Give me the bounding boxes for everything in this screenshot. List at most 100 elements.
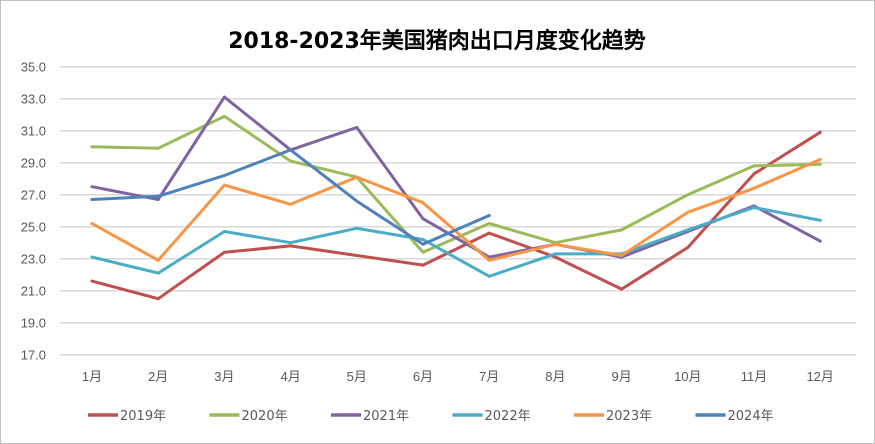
data-point bbox=[355, 226, 359, 230]
data-point bbox=[289, 159, 293, 163]
data-point bbox=[620, 228, 624, 232]
y-tick-label: 27.0 bbox=[21, 188, 46, 203]
x-tick-label: 3月 bbox=[214, 369, 234, 384]
data-point bbox=[90, 145, 94, 149]
x-tick-label: 10月 bbox=[674, 369, 701, 384]
data-point bbox=[818, 130, 822, 134]
data-point bbox=[620, 254, 624, 257]
x-tick-label: 4月 bbox=[280, 369, 300, 384]
data-point bbox=[686, 246, 690, 249]
data-point bbox=[289, 148, 293, 152]
data-point bbox=[222, 250, 226, 254]
data-point bbox=[222, 114, 226, 118]
legend: 2019年 2020年 2021年 2022年 2023年 2024年 bbox=[88, 409, 774, 424]
data-point bbox=[156, 271, 160, 275]
data-point bbox=[553, 242, 557, 246]
data-point bbox=[355, 254, 359, 257]
data-point bbox=[421, 238, 425, 241]
data-point bbox=[487, 231, 491, 235]
data-point bbox=[487, 258, 491, 262]
data-point bbox=[686, 193, 690, 197]
y-tick-label: 17.0 bbox=[21, 348, 46, 363]
data-point bbox=[818, 158, 822, 161]
data-point bbox=[156, 194, 160, 198]
data-point bbox=[421, 242, 425, 246]
legend-item: 2022年 bbox=[452, 409, 531, 424]
data-point bbox=[222, 183, 226, 187]
legend-label: 2022年 bbox=[485, 409, 531, 424]
data-point bbox=[553, 252, 557, 256]
legend-label: 2023年 bbox=[606, 409, 652, 424]
y-tick-label: 19.0 bbox=[21, 316, 46, 331]
y-tick-label: 35.0 bbox=[21, 60, 46, 75]
data-point bbox=[156, 198, 160, 201]
data-point bbox=[90, 222, 94, 225]
legend-label: 2024年 bbox=[728, 409, 774, 424]
data-point bbox=[421, 217, 425, 221]
data-point bbox=[752, 172, 756, 176]
y-tick-label: 23.0 bbox=[21, 252, 46, 267]
data-point bbox=[686, 228, 690, 232]
data-point bbox=[289, 241, 293, 245]
data-point bbox=[222, 230, 226, 233]
data-point bbox=[686, 210, 690, 214]
legend-label: 2021年 bbox=[363, 409, 409, 424]
data-point bbox=[818, 162, 822, 166]
x-tick-label: 8月 bbox=[545, 369, 565, 384]
x-tick-label: 7月 bbox=[479, 369, 499, 384]
data-point bbox=[818, 218, 822, 222]
data-point bbox=[355, 126, 359, 129]
data-point bbox=[289, 202, 293, 206]
data-point bbox=[553, 255, 557, 259]
data-point bbox=[355, 199, 359, 203]
series-lines bbox=[90, 95, 822, 301]
legend-item: 2019年 bbox=[88, 409, 166, 424]
x-tick-label: 11月 bbox=[741, 369, 768, 384]
data-point bbox=[421, 250, 425, 254]
y-axis-ticks: 17.0 19.0 21.0 23.0 25.0 27.0 29.0 31.0 33.0 35.0 bbox=[21, 60, 46, 363]
data-point bbox=[752, 186, 756, 190]
series-line-2019年 bbox=[90, 130, 822, 301]
x-tick-label: 9月 bbox=[611, 369, 631, 384]
y-tick-label: 21.0 bbox=[21, 284, 46, 299]
x-tick-label: 1月 bbox=[82, 369, 102, 384]
data-point bbox=[222, 174, 226, 177]
data-point bbox=[156, 297, 160, 301]
x-axis-ticks: 1月 2月 3月 4月 5月 6月 7月 8月 9月 10月 11月 12月 bbox=[82, 369, 834, 384]
data-point bbox=[421, 263, 425, 267]
legend-item: 2023年 bbox=[574, 409, 652, 424]
data-point bbox=[289, 244, 293, 248]
data-point bbox=[487, 274, 491, 278]
data-point bbox=[818, 239, 822, 243]
data-point bbox=[222, 95, 226, 99]
data-point bbox=[156, 258, 160, 262]
data-point bbox=[487, 222, 491, 225]
legend-label: 2019年 bbox=[120, 409, 166, 424]
y-tick-label: 25.0 bbox=[21, 220, 46, 235]
legend-label: 2020年 bbox=[242, 409, 288, 424]
chart-title: 2018-2023年美国猪肉出口月度变化趋势 bbox=[228, 28, 646, 54]
data-point bbox=[90, 255, 94, 259]
data-point bbox=[421, 201, 425, 205]
data-point bbox=[752, 206, 756, 209]
legend-item: 2021年 bbox=[331, 409, 409, 424]
x-tick-label: 12月 bbox=[806, 369, 833, 384]
y-tick-label: 33.0 bbox=[21, 92, 46, 107]
x-tick-label: 2月 bbox=[148, 369, 168, 384]
data-point bbox=[90, 185, 94, 189]
data-point bbox=[90, 279, 94, 283]
data-point bbox=[752, 164, 756, 168]
data-point bbox=[90, 198, 94, 201]
gridlines bbox=[60, 65, 856, 356]
y-tick-label: 29.0 bbox=[21, 156, 46, 171]
data-point bbox=[620, 287, 624, 291]
data-point bbox=[156, 146, 160, 150]
x-tick-label: 5月 bbox=[347, 369, 367, 384]
y-tick-label: 31.0 bbox=[21, 124, 46, 139]
data-point bbox=[487, 214, 491, 217]
data-point bbox=[355, 175, 359, 179]
x-tick-label: 6月 bbox=[413, 369, 433, 384]
series-line-2022年 bbox=[90, 206, 822, 278]
